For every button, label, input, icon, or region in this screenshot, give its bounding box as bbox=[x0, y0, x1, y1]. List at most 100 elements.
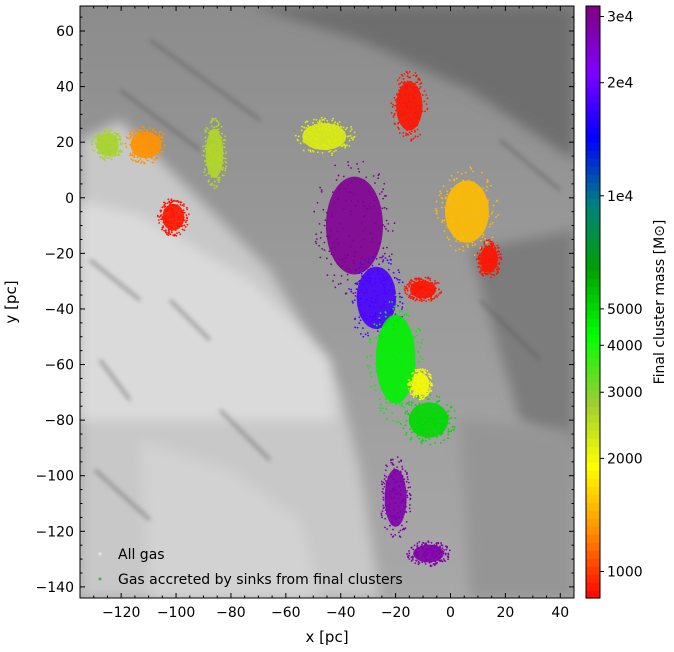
cluster-point bbox=[391, 490, 393, 493]
cluster-point bbox=[336, 262, 339, 265]
colorbar-band bbox=[586, 558, 600, 567]
cluster-point bbox=[413, 82, 416, 85]
cluster-point bbox=[353, 135, 356, 138]
cluster-point bbox=[217, 141, 220, 144]
cluster-point bbox=[356, 282, 359, 284]
cluster-point bbox=[408, 382, 411, 385]
cluster-point bbox=[438, 396, 441, 399]
cluster-point bbox=[393, 381, 396, 384]
cluster-point bbox=[170, 229, 173, 232]
cluster-point bbox=[170, 213, 173, 216]
cluster-point bbox=[462, 179, 464, 182]
cluster-point bbox=[109, 133, 112, 135]
cluster-point bbox=[423, 395, 426, 398]
cluster-point bbox=[100, 146, 103, 148]
cluster-point bbox=[364, 280, 367, 282]
cluster-point bbox=[149, 127, 151, 130]
cluster-point bbox=[418, 402, 421, 405]
cluster-point bbox=[365, 279, 368, 282]
cluster-point bbox=[366, 364, 369, 367]
cluster-point bbox=[401, 85, 404, 88]
cluster-point bbox=[396, 113, 399, 116]
colorbar-band bbox=[586, 542, 600, 551]
cluster-point bbox=[140, 129, 142, 132]
cluster-point bbox=[437, 546, 440, 549]
cluster-point bbox=[350, 191, 353, 194]
y-tick-label: −100 bbox=[36, 469, 74, 485]
cluster-point bbox=[215, 159, 218, 161]
colorbar-band bbox=[586, 398, 600, 407]
cluster-point bbox=[322, 135, 325, 137]
cluster-point bbox=[447, 210, 449, 213]
cluster-point bbox=[454, 249, 457, 252]
cluster-point bbox=[427, 392, 430, 395]
cluster-point bbox=[452, 203, 455, 206]
cluster-point bbox=[323, 249, 326, 251]
cluster-point bbox=[403, 528, 406, 531]
cluster-point bbox=[426, 559, 429, 562]
cluster-point bbox=[388, 301, 391, 303]
cluster-point bbox=[404, 527, 407, 530]
cluster-point bbox=[495, 255, 498, 258]
cluster-point bbox=[173, 204, 176, 207]
cluster-point bbox=[430, 377, 433, 380]
cluster-point bbox=[167, 207, 169, 210]
cluster-point bbox=[364, 311, 366, 314]
cluster-point bbox=[340, 138, 343, 141]
cluster-point bbox=[413, 90, 416, 93]
cluster-point bbox=[426, 369, 429, 372]
cluster-point bbox=[339, 141, 342, 143]
cluster-point bbox=[207, 172, 210, 175]
cluster-point bbox=[417, 426, 420, 429]
cluster-point bbox=[421, 380, 424, 383]
cluster-point bbox=[418, 433, 420, 436]
cluster-point bbox=[480, 246, 483, 248]
cluster-point bbox=[408, 282, 411, 285]
colorbar-band bbox=[586, 86, 600, 95]
cluster-point bbox=[486, 185, 488, 188]
cluster-point bbox=[474, 205, 477, 208]
cluster-point bbox=[365, 288, 368, 291]
cluster-point bbox=[365, 298, 368, 301]
cluster-point bbox=[367, 367, 370, 370]
cluster-point bbox=[409, 106, 412, 109]
cluster-point bbox=[132, 131, 135, 133]
cluster-point bbox=[459, 240, 461, 243]
cluster-point bbox=[109, 154, 111, 156]
cluster-point bbox=[381, 207, 384, 210]
cluster-point bbox=[387, 509, 390, 512]
cluster-point bbox=[419, 278, 421, 281]
colorbar-band bbox=[586, 70, 600, 79]
cluster-point bbox=[486, 204, 489, 207]
cluster-point bbox=[410, 283, 413, 286]
cluster-point bbox=[155, 136, 158, 139]
cluster-point bbox=[465, 212, 468, 215]
cluster-point bbox=[426, 378, 428, 381]
cluster-point bbox=[446, 190, 449, 193]
cluster-point bbox=[180, 222, 182, 224]
cluster-point bbox=[469, 194, 471, 197]
cluster-point bbox=[332, 117, 335, 120]
cluster-point bbox=[447, 553, 450, 556]
cluster-point bbox=[478, 270, 481, 273]
cluster-point bbox=[414, 404, 417, 406]
cluster-point bbox=[451, 219, 453, 222]
cluster-point bbox=[143, 146, 146, 149]
colorbar-band bbox=[586, 62, 600, 71]
cluster-point bbox=[348, 191, 351, 193]
cluster-point bbox=[103, 139, 106, 142]
cluster-point bbox=[317, 141, 320, 144]
cluster-point bbox=[218, 159, 221, 162]
cluster-point bbox=[395, 395, 398, 398]
cluster-point bbox=[409, 494, 412, 496]
cluster-point bbox=[434, 552, 437, 555]
cluster-point bbox=[146, 134, 148, 136]
cluster-point bbox=[208, 151, 210, 154]
cluster-point bbox=[394, 294, 397, 297]
cluster-point bbox=[396, 79, 399, 81]
cluster-point bbox=[151, 161, 154, 164]
cluster-point bbox=[399, 86, 402, 89]
cluster-point bbox=[427, 276, 430, 279]
cluster-point bbox=[413, 116, 416, 119]
cluster-point bbox=[375, 370, 378, 373]
